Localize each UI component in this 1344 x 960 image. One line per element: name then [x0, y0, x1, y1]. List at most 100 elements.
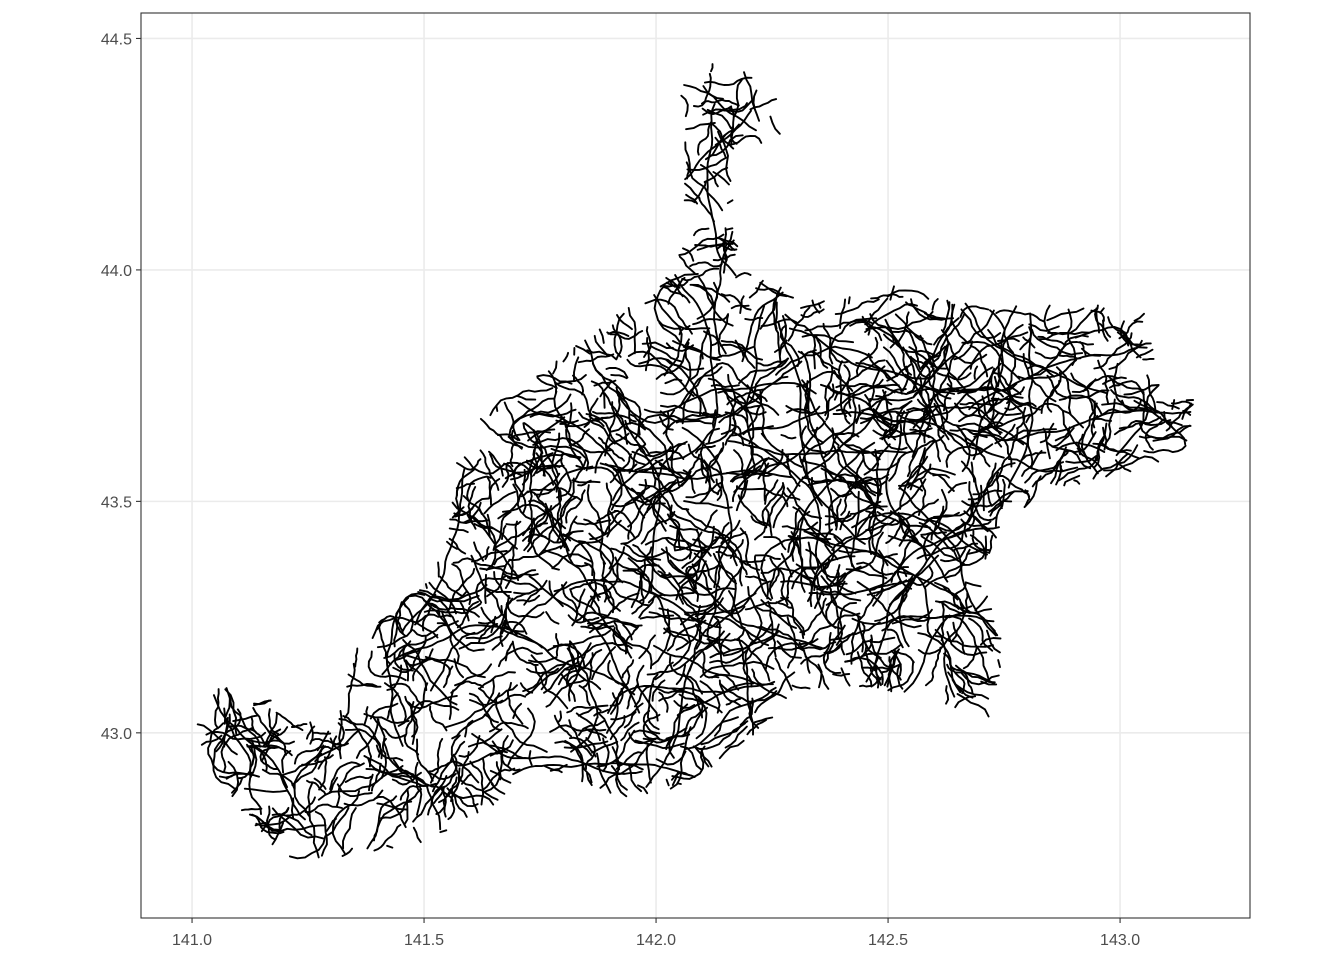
river-segment [428, 581, 457, 615]
river-segment [637, 784, 649, 795]
river-segment [786, 455, 801, 487]
river-main-channel [975, 548, 990, 552]
river-segment [960, 460, 976, 483]
river-segment [314, 729, 360, 763]
river-segment [1144, 417, 1167, 451]
river-segment [507, 569, 537, 580]
river-segment [769, 115, 781, 135]
river-segment [522, 661, 569, 693]
river-segment [1071, 378, 1097, 394]
river-segment [930, 505, 945, 541]
river-segment [774, 657, 793, 691]
river-segment [532, 429, 559, 476]
river-segment [478, 671, 516, 690]
river-segment [497, 468, 526, 520]
river-segment [1006, 397, 1032, 406]
river-segment [625, 641, 653, 670]
river-segment [695, 444, 716, 454]
river-segment [502, 620, 528, 635]
river-segment [507, 435, 587, 459]
river-segment [510, 581, 568, 634]
river-main-channel [772, 390, 887, 529]
river-segment [1171, 399, 1176, 410]
river-segment [585, 642, 633, 654]
river-segment [868, 325, 913, 376]
river-segment [370, 762, 382, 792]
river-segment [551, 553, 593, 570]
river-segment [964, 581, 982, 588]
river-segment [575, 345, 591, 355]
river-segment [861, 663, 902, 670]
x-tick-label-3: 142.5 [868, 932, 908, 949]
river-segment [801, 574, 862, 602]
river-segment [335, 762, 365, 808]
river-segment [572, 457, 588, 484]
river-segment [212, 716, 235, 790]
river-segment [580, 625, 615, 631]
river-segment [902, 346, 930, 379]
river-segment [496, 433, 519, 442]
river-main-channel [553, 579, 722, 629]
river-segment [956, 693, 990, 718]
river-segment [702, 85, 757, 132]
river-segment [764, 479, 779, 505]
river-segment [615, 751, 644, 770]
river-segment [664, 358, 702, 416]
river-segment [599, 380, 612, 398]
river-segment [820, 575, 862, 619]
river-segment [477, 687, 527, 704]
river-segment [567, 614, 600, 624]
y-tick-label-2: 44.0 [101, 263, 132, 280]
river-main-channel [899, 487, 997, 637]
river-segment [644, 298, 693, 335]
river-segment [898, 434, 945, 490]
river-segment [622, 624, 633, 641]
river-segment [488, 450, 504, 477]
river-segment [676, 682, 755, 717]
river-segment [864, 297, 889, 326]
river-segment [827, 472, 888, 508]
river-segment [844, 656, 884, 686]
river-segment [861, 451, 901, 472]
river-segment [685, 193, 699, 205]
river-segment [711, 409, 717, 429]
river-segment [894, 650, 915, 664]
river-segment [399, 784, 427, 801]
river-segment [809, 350, 841, 372]
river-segment [309, 721, 314, 745]
river-segment [439, 575, 465, 598]
river-segment [900, 521, 916, 542]
river-segment [1039, 422, 1055, 444]
river-segment [660, 548, 693, 562]
river-segment [718, 679, 742, 707]
river-segment [556, 710, 563, 724]
river-segment [1031, 328, 1084, 356]
river-segment [248, 745, 268, 772]
river-segment [994, 423, 1016, 445]
river-main-channel [903, 614, 951, 693]
river-segment [929, 366, 994, 402]
river-segment [354, 647, 359, 668]
river-segment [712, 253, 736, 262]
river-segment [603, 486, 651, 535]
river-segment [1043, 304, 1054, 336]
river-segment [936, 390, 949, 430]
river-segment [1091, 400, 1096, 429]
river-segment [677, 564, 720, 586]
river-segment [344, 775, 373, 783]
river-segment [640, 493, 667, 532]
river-segment [499, 619, 506, 647]
river-segment [849, 490, 860, 571]
river-segment [1034, 341, 1095, 360]
river-segment [995, 309, 1045, 323]
river-segment [306, 779, 327, 796]
river-segment [307, 781, 320, 859]
river-segment [627, 495, 658, 528]
river-main-channel [898, 526, 1000, 648]
river-segment [549, 724, 607, 733]
river-segment [504, 641, 514, 662]
river-segment [831, 427, 840, 447]
river-segment [482, 757, 494, 786]
river-segment [562, 351, 570, 363]
